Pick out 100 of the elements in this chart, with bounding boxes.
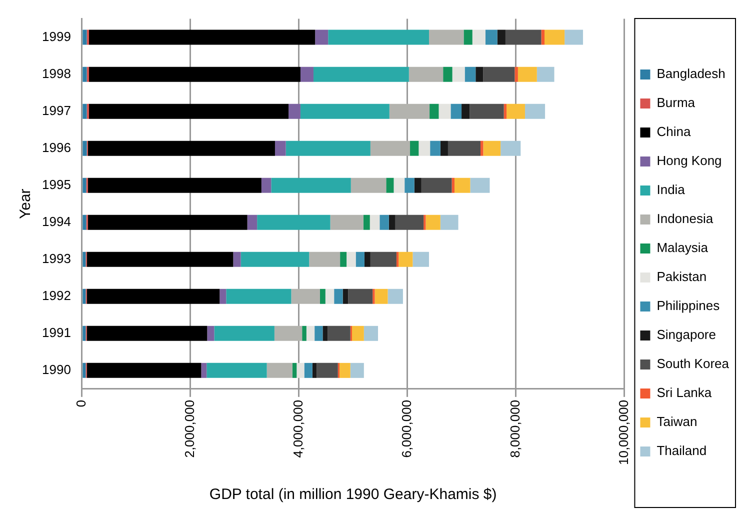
bar xyxy=(470,178,490,193)
x-tick-label: 4,000,000 xyxy=(290,400,306,458)
bar xyxy=(328,30,429,45)
bar xyxy=(472,30,486,45)
y-tick-label: 1990 xyxy=(42,362,71,378)
bar xyxy=(214,326,274,341)
legend-label: Singapore xyxy=(656,327,716,342)
bar xyxy=(350,178,386,193)
bar xyxy=(240,252,310,267)
bar xyxy=(88,140,275,156)
bar xyxy=(454,178,470,193)
bar xyxy=(464,66,476,82)
bar xyxy=(370,214,380,230)
x-axis-title: GDP total (in million 1990 Geary-Khamis $) xyxy=(209,486,497,504)
bar xyxy=(274,326,302,341)
y-tick-label: 1999 xyxy=(42,28,71,44)
bar xyxy=(396,252,399,267)
legend-label: Philippines xyxy=(656,298,720,314)
bar xyxy=(313,66,409,82)
bar xyxy=(201,362,207,378)
bar xyxy=(448,140,481,156)
bar xyxy=(82,104,87,119)
bar xyxy=(88,104,289,119)
bar xyxy=(380,214,389,230)
bar xyxy=(428,30,464,45)
y-axis-title: Year xyxy=(17,188,34,220)
bar xyxy=(505,30,542,45)
bar xyxy=(450,104,462,119)
bar xyxy=(322,326,328,341)
bar xyxy=(388,288,403,304)
bar xyxy=(440,214,458,230)
bar xyxy=(82,288,86,304)
bar xyxy=(266,362,292,378)
bar xyxy=(462,104,470,119)
bar xyxy=(314,326,323,341)
bar xyxy=(348,288,373,304)
x-tick-label: 0 xyxy=(74,400,88,408)
bar xyxy=(86,362,202,378)
bar xyxy=(395,214,424,230)
x-tick-label: 8,000,000 xyxy=(507,400,522,458)
bar xyxy=(408,66,444,82)
bar xyxy=(334,288,343,304)
legend-label: Malaysia xyxy=(656,240,709,256)
bar xyxy=(316,362,338,378)
legend-label: Indonesia xyxy=(656,211,714,226)
bar xyxy=(220,288,226,304)
bar xyxy=(88,66,300,82)
bar xyxy=(452,66,465,82)
bar xyxy=(340,252,347,267)
bar xyxy=(304,362,312,378)
bar xyxy=(452,178,454,193)
bar xyxy=(300,66,314,82)
bar xyxy=(404,178,414,193)
bar xyxy=(564,30,584,45)
bar xyxy=(480,140,484,156)
bar xyxy=(370,252,396,267)
bar xyxy=(86,288,220,304)
bar xyxy=(364,326,378,341)
bar xyxy=(233,252,241,267)
bar xyxy=(414,178,422,193)
bar xyxy=(524,104,546,119)
bar xyxy=(257,214,330,230)
bar xyxy=(370,140,410,156)
bar xyxy=(346,252,356,267)
bar xyxy=(288,104,300,119)
bar xyxy=(363,214,370,230)
bar xyxy=(536,66,554,82)
bar xyxy=(418,140,430,156)
legend-label: Taiwan xyxy=(656,414,698,430)
bar xyxy=(485,30,498,45)
bar xyxy=(374,288,388,304)
bar xyxy=(340,362,350,378)
bar xyxy=(430,140,440,156)
bar xyxy=(443,66,452,82)
bar xyxy=(82,214,86,230)
bar xyxy=(470,104,504,119)
bar xyxy=(86,252,234,267)
bar xyxy=(350,362,364,378)
legend-label: Sri Lanka xyxy=(656,385,712,400)
x-tick-label: 10,000,000 xyxy=(616,400,631,466)
bar xyxy=(82,326,86,341)
bar xyxy=(286,140,370,156)
bar xyxy=(315,30,328,45)
bar xyxy=(82,140,87,156)
bar xyxy=(483,140,501,156)
bar xyxy=(438,104,451,119)
bar xyxy=(464,30,472,45)
y-tick-label: 1992 xyxy=(42,288,71,303)
bar xyxy=(312,362,317,378)
bar xyxy=(541,30,545,45)
y-tick-label: 1994 xyxy=(42,214,71,229)
legend-label: Thailand xyxy=(656,443,707,458)
bar xyxy=(302,326,306,341)
bar xyxy=(412,252,429,267)
bar xyxy=(364,252,370,267)
bar xyxy=(82,66,87,82)
bar xyxy=(394,178,405,193)
bar xyxy=(271,178,351,193)
bar xyxy=(328,326,350,341)
bar xyxy=(410,140,419,156)
